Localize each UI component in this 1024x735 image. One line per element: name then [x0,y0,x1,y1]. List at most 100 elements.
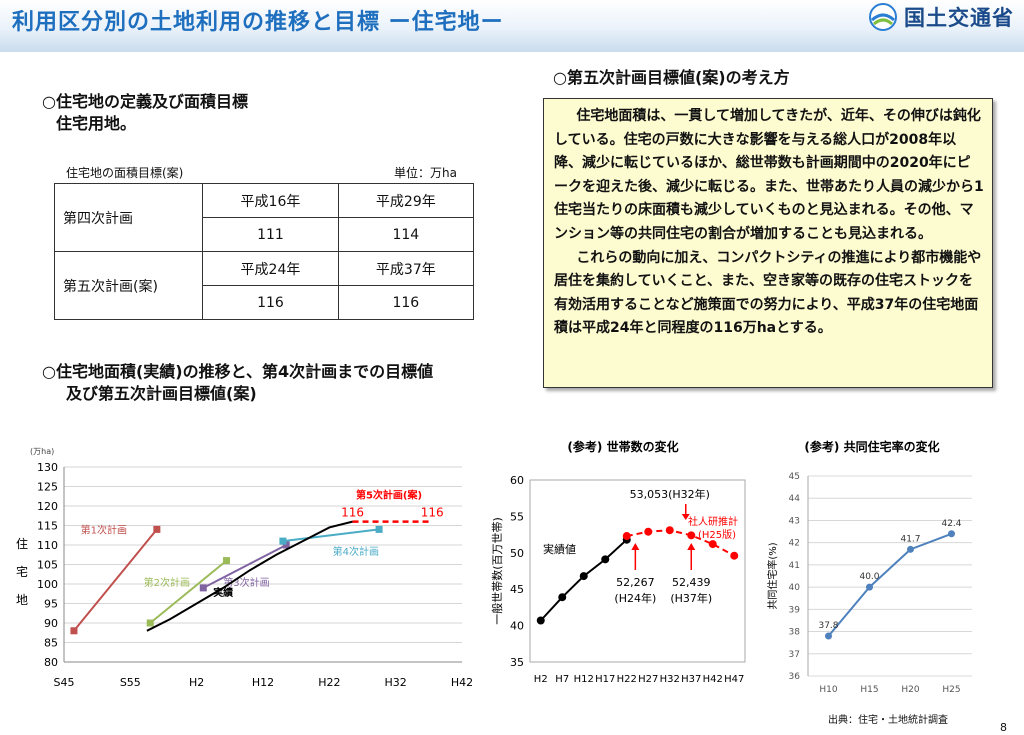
x-tick-label: H12 [574,674,594,685]
series-label: (H25版) [698,528,736,541]
table-row: 第四次計画 平成16年 平成29年 [53,183,475,252]
y-tick-label: 120 [37,500,58,513]
year-cell: 平成24年 [202,251,339,286]
year-cell: 平成16年 [202,183,339,218]
annotation-label: 53,053(H32年) [630,487,710,501]
x-tick-label: H10 [819,685,837,695]
concept-heading: ○第五次計画目標値(案)の考え方 [553,68,790,87]
data-point [199,584,207,592]
series-line [827,532,952,637]
page-header: 利用区分別の土地利用の推移と目標 ー住宅地ー 国土交通省 [0,0,1024,52]
value-label: 42.4 [941,519,961,529]
plot-frame [529,479,746,663]
x-tick-label: H2 [189,676,204,689]
x-tick-label: H27 [638,674,658,685]
source-note: 出典：住宅・土地統計調査 [828,715,948,726]
annotation-arrowhead [631,543,640,550]
area-target-table: 第四次計画 平成16年 平成29年 111 114 第五次計画(案) 平成24年… [53,183,475,320]
y-tick-label: 95 [44,598,58,611]
data-point [948,530,955,538]
series-label: 第2次計画 [144,576,190,589]
series-label: 実績 [213,586,233,599]
trend-heading: ○住宅地面積(実績)の推移と、第4次計画までの目標値 [42,362,434,381]
plan-name-cell: 第五次計画(案) [53,251,204,320]
y-tick-label: 100 [37,578,58,591]
collective-housing-rate-chart: (参考) 共同住宅率の変化 36 37 38 39 40 41 42 43 44 45 H10 H15 H… [766,439,972,695]
x-tick-label: S55 [120,676,141,689]
value-cell: 111 [202,217,339,252]
value-label: 40.0 [859,572,879,582]
y-tick-label: 110 [37,539,58,552]
value-label: 41.7 [900,534,920,544]
y-tick-label: 115 [37,520,58,533]
series-line [149,559,228,624]
data-point [70,627,78,635]
value-cell: 114 [337,217,475,252]
data-point [730,551,739,560]
annotation-label: 52,439 [672,576,711,589]
data-point [665,526,674,535]
value-label: 116 [341,506,364,520]
y-tick-label: 105 [37,559,58,572]
data-point [687,531,696,540]
data-point [825,632,832,640]
data-point [907,545,914,553]
y-tick-label: 55 [510,510,524,523]
plan-name-cell: 第四次計画 [53,183,204,252]
table-unit: 単位：万ha [394,166,457,180]
unit-label: (万ha) [30,447,54,456]
data-point [579,572,588,581]
value-cell: 116 [337,285,475,320]
residential-area-chart: (万ha) 80 85 90 95 100 105 110 115 120 125 130 S45 S55… [16,447,473,689]
y-tick-label: 45 [510,583,524,596]
definition-text: 住宅用地。 [56,114,137,133]
data-point [558,593,567,602]
y-axis-label: 住 [16,537,28,551]
mlit-logo-icon [869,3,897,31]
year-cell: 平成37年 [337,251,475,286]
y-axis-label: 一般世帯数(百万世帯) [491,517,504,625]
x-tick-label: H42 [451,676,473,689]
y-tick-label: 40 [789,583,801,593]
series-label: 社人研推計 [688,515,738,528]
y-tick-label: 38 [789,628,801,638]
x-tick-label: H32 [385,676,407,689]
data-point [282,541,290,549]
y-tick-label: 50 [510,547,524,560]
y-tick-label: 40 [510,620,524,633]
x-tick-label: H22 [617,674,637,685]
data-point [601,555,610,564]
data-point [536,616,545,625]
logo-text: 国土交通省 [904,6,1014,30]
concept-note-box: 住宅地面積は、一貫して増加してきたが、近年、その伸びは鈍化している。住宅の戸数に… [543,98,993,388]
annotation-arrowhead [681,514,690,520]
chart-title: (参考) 世帯数の変化 [567,439,678,454]
x-tick-label: H47 [724,674,744,685]
series-line [73,528,158,632]
y-tick-label: 43 [789,516,800,526]
y-tick-label: 80 [44,656,58,669]
table-row: 111 114 [55,217,475,252]
year-cell: 平成29年 [337,183,475,218]
annotation-sublabel: (H37年) [670,591,712,605]
annotation-arrowhead [687,543,696,550]
data-point [223,557,231,565]
data-point [279,537,287,545]
page-number: 8 [1000,721,1007,734]
trend-heading-2: 及び第五次計画目標値(案) [66,384,257,403]
series-line [146,520,353,632]
x-tick-label: H2 [534,674,548,685]
x-tick-label: H32 [660,674,680,685]
data-point [644,527,653,536]
concept-paragraph-1: 住宅地面積は、一貫して増加してきたが、近年、その伸びは鈍化している。住宅の戸数に… [554,108,984,242]
x-tick-label: H17 [595,674,615,685]
chart-title: (参考) 共同住宅率の変化 [804,439,939,454]
data-point [622,532,631,541]
annotation-sublabel: (H24年) [614,591,656,605]
y-tick-label: 41 [789,561,800,571]
x-tick-label: H20 [901,685,919,695]
value-cell: 116 [202,285,339,320]
y-axis-label: 共同住宅率(%) [766,542,779,609]
x-tick-label: H15 [860,685,878,695]
y-tick-label: 90 [44,617,58,630]
